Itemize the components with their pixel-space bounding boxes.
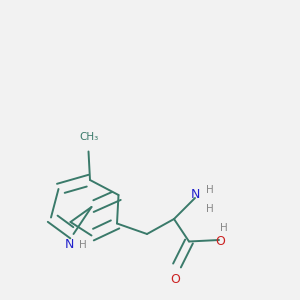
Text: H: H: [206, 184, 214, 195]
Text: O: O: [171, 273, 180, 286]
Text: O: O: [216, 235, 225, 248]
Text: H: H: [220, 223, 227, 233]
Text: CH₃: CH₃: [79, 131, 98, 142]
Text: H: H: [79, 239, 86, 250]
Text: N: N: [64, 238, 74, 251]
Text: H: H: [206, 203, 214, 214]
Text: N: N: [190, 188, 200, 202]
